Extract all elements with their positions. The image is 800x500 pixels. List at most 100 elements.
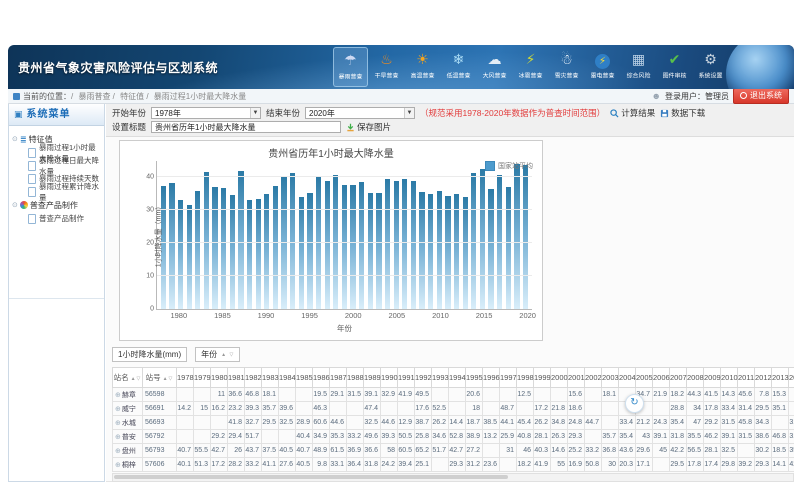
year-header[interactable]: 1985 <box>295 367 313 388</box>
station-name-cell[interactable]: ⊕赫章 <box>112 387 143 402</box>
year-header[interactable]: 2012 <box>754 367 772 388</box>
bar-1999[interactable] <box>341 185 348 309</box>
year-header[interactable]: 1996 <box>482 367 500 388</box>
floating-refresh-button[interactable]: ↻ <box>625 394 644 413</box>
year-header[interactable]: 1995 <box>465 367 483 388</box>
bar-2004[interactable] <box>384 178 391 309</box>
bar-2002[interactable] <box>367 192 373 309</box>
year-header[interactable]: 1980 <box>210 367 228 388</box>
sidebar-group-2[interactable]: ⊙ 普查产品制作 <box>12 198 102 212</box>
nav-item-comprehensive-risk[interactable]: ▦ 综合风险 <box>621 47 656 87</box>
year-header[interactable]: 2003 <box>601 367 619 388</box>
year-header[interactable]: 1982 <box>244 367 262 388</box>
logout-button[interactable]: 退出系统 <box>733 88 789 104</box>
bar-1998[interactable] <box>333 174 339 309</box>
year-header[interactable]: 1983 <box>261 367 279 388</box>
bar-2006[interactable] <box>402 179 408 309</box>
bar-2015[interactable] <box>479 168 486 309</box>
expand-icon[interactable]: ⊕ <box>115 405 121 413</box>
end-year-select[interactable]: 2020年 ▼ <box>305 107 416 119</box>
year-header[interactable]: 1993 <box>431 367 449 388</box>
year-header[interactable]: 2001 <box>567 367 585 388</box>
year-header[interactable]: 2013 <box>771 367 789 388</box>
save-image-button[interactable]: 保存图片 <box>346 121 391 133</box>
bar-2013[interactable] <box>462 197 468 309</box>
year-header[interactable]: 2008 <box>686 367 704 388</box>
year-header[interactable]: 1989 <box>363 367 381 388</box>
year-header[interactable]: 1979 <box>193 367 211 388</box>
bar-1981[interactable] <box>186 205 192 309</box>
expander-icon[interactable]: ⊙ <box>12 202 18 209</box>
bar-2005[interactable] <box>393 181 399 309</box>
breadcrumb-item[interactable]: 暴雨普查 <box>78 91 111 101</box>
bar-1978[interactable] <box>160 185 166 309</box>
bar-1987[interactable] <box>238 171 244 309</box>
year-header[interactable]: 2004 <box>618 367 636 388</box>
bar-2018[interactable] <box>505 186 511 309</box>
nav-item-rainstorm[interactable]: ☂ 暴雨普查 <box>333 47 368 87</box>
bar-2000[interactable] <box>350 185 356 309</box>
bar-2014[interactable] <box>471 172 477 309</box>
bar-1991[interactable] <box>272 186 279 309</box>
sidebar-item[interactable]: 暴雨过程1小时最大降水量 <box>12 143 102 163</box>
chart-title-input[interactable] <box>151 121 342 133</box>
station-name-cell[interactable]: ⊕盘州 <box>112 443 143 458</box>
nav-item-system-settings[interactable]: ⚙ 系统设置 <box>693 47 728 87</box>
start-year-select[interactable]: 1978年 ▼ <box>151 107 262 119</box>
year-header[interactable]: 2011 <box>737 367 755 388</box>
expand-icon[interactable]: ⊕ <box>115 433 121 441</box>
sidebar-item[interactable]: 暴雨过程持续天数 <box>12 172 102 185</box>
year-header[interactable]: 2002 <box>584 367 602 388</box>
bar-1990[interactable] <box>264 193 270 309</box>
nav-item-strong-wind[interactable]: ☁ 大风普查 <box>477 47 512 87</box>
nav-item-map-review[interactable]: ✔ 图件审核 <box>657 47 692 87</box>
year-header[interactable]: 1981 <box>227 367 245 388</box>
year-header[interactable]: 1991 <box>397 367 415 388</box>
bar-2016[interactable] <box>488 188 494 309</box>
breadcrumb-item[interactable]: 特征值 <box>120 91 145 101</box>
year-header[interactable]: 2007 <box>669 367 687 388</box>
nav-item-drought[interactable]: ♨ 干旱普查 <box>369 47 404 87</box>
nav-item-low-temp[interactable]: ❄ 低温普查 <box>441 47 476 87</box>
year-header[interactable]: 1987 <box>329 367 347 388</box>
bar-1986[interactable] <box>229 194 235 309</box>
bar-2001[interactable] <box>359 182 365 309</box>
year-header[interactable]: 1994 <box>448 367 466 388</box>
scrollbar-thumb[interactable] <box>114 475 509 479</box>
bar-2019[interactable] <box>514 163 520 309</box>
expand-icon[interactable]: ⊕ <box>115 461 121 469</box>
year-header[interactable]: 1988 <box>346 367 364 388</box>
bar-2011[interactable] <box>445 195 451 309</box>
bar-1997[interactable] <box>324 181 330 309</box>
bar-1995[interactable] <box>307 193 313 309</box>
year-header[interactable]: 1978 <box>176 367 194 388</box>
breadcrumb-item[interactable]: 暴雨过程1小时最大降水量 <box>153 91 247 101</box>
sidebar-item[interactable]: 暴雨过程累计降水量 <box>12 182 102 202</box>
station-name-cell[interactable]: ⊕威宁 <box>112 401 143 416</box>
year-header[interactable]: 2009 <box>703 367 721 388</box>
nav-item-hail[interactable]: ⚡ 冰雹普查 <box>513 47 548 87</box>
sort-arrows-icon[interactable]: ▲▽ <box>130 376 142 382</box>
bar-2009[interactable] <box>428 193 434 309</box>
year-header[interactable]: 1990 <box>380 367 398 388</box>
bar-2003[interactable] <box>376 192 382 309</box>
expander-icon[interactable]: ⊙ <box>12 136 18 143</box>
bar-1993[interactable] <box>290 172 296 309</box>
year-header[interactable]: 1997 <box>499 367 517 388</box>
bar-1989[interactable] <box>255 198 261 309</box>
expand-icon[interactable]: ⊕ <box>115 419 121 427</box>
bar-1985[interactable] <box>221 187 227 309</box>
bar-1979[interactable] <box>169 183 175 309</box>
bar-1983[interactable] <box>203 171 210 309</box>
expand-icon[interactable]: ⊕ <box>115 447 121 455</box>
year-header[interactable]: 2005 <box>635 367 653 388</box>
bar-2008[interactable] <box>419 191 425 309</box>
nav-item-snow-disaster[interactable]: ☃ 雪灾普查 <box>549 47 584 87</box>
station-name-cell[interactable]: ⊕桐梓 <box>112 457 143 472</box>
year-header[interactable]: 2006 <box>652 367 670 388</box>
calc-result-button[interactable]: 计算结果 <box>610 107 655 119</box>
year-header[interactable]: 1999 <box>533 367 551 388</box>
sort-arrows-icon[interactable]: ▲▽ <box>162 376 174 382</box>
sidebar-group-1[interactable]: ⊙ ≣ 特征值 <box>12 132 102 146</box>
year-header[interactable]: 1992 <box>414 367 432 388</box>
